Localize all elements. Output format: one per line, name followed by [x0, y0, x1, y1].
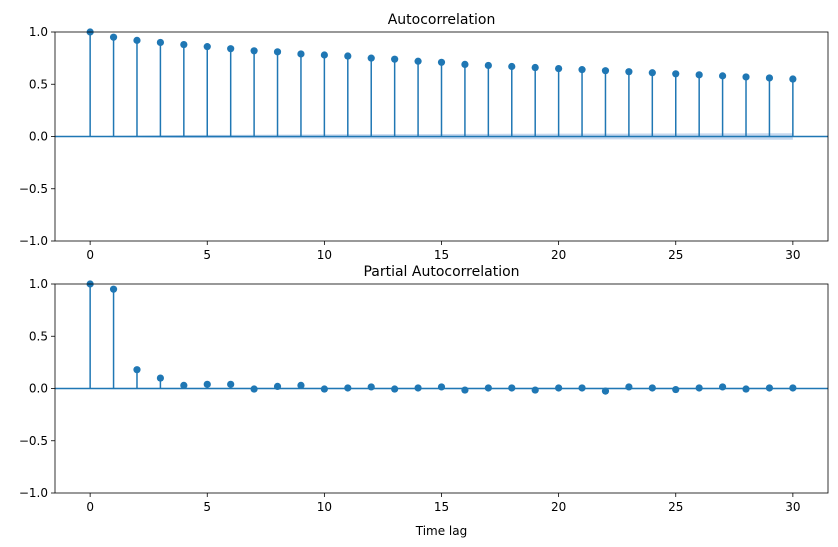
- pacf-point-7: [250, 385, 258, 393]
- pacf-point-1: [109, 285, 118, 293]
- pacf-xtick-label-15: 15: [434, 500, 449, 514]
- pacf-point-9: [297, 381, 305, 389]
- acf-point-4: [180, 40, 188, 49]
- pacf-xtick-label-10: 10: [317, 500, 332, 514]
- acf-ytick-label-0: −1.0: [19, 234, 48, 248]
- pacf-xtick-label-20: 20: [551, 500, 566, 514]
- pacf-point-24: [648, 384, 656, 392]
- pacf-ytick-label-0: −1.0: [19, 486, 48, 500]
- acf-point-16: [461, 60, 469, 68]
- pacf-ytick-label-3: 0.5: [29, 329, 48, 343]
- pacf-point-12: [367, 383, 375, 391]
- pacf-point-18: [508, 384, 516, 392]
- pacf-point-8: [273, 382, 282, 391]
- acf-point-13: [391, 55, 399, 63]
- acf-point-9: [297, 50, 305, 58]
- pacf-point-2: [133, 366, 141, 374]
- acf-point-22: [601, 67, 610, 75]
- pacf-point-13: [391, 385, 399, 393]
- acf-point-26: [695, 71, 703, 79]
- acf-point-19: [531, 63, 539, 72]
- acf-point-7: [250, 47, 258, 55]
- pacf-point-6: [227, 380, 235, 388]
- pacf-ytick-label-4: 1.0: [29, 277, 48, 291]
- pacf-point-19: [531, 386, 539, 394]
- pacf-point-11: [344, 384, 352, 392]
- acf-point-3: [156, 38, 165, 47]
- pacf-ytick-label-1: −0.5: [19, 434, 48, 448]
- acf-ytick-label-1: −0.5: [19, 182, 48, 196]
- acf-point-24: [648, 69, 656, 77]
- acf-point-1: [109, 33, 118, 41]
- pacf-point-4: [180, 381, 188, 389]
- pacf-point-27: [718, 383, 727, 391]
- acf-point-29: [765, 74, 774, 82]
- acf-point-30: [789, 75, 797, 83]
- acf-point-27: [718, 72, 727, 80]
- acf-xtick-label-10: 10: [317, 248, 332, 262]
- acf-point-5: [203, 43, 211, 51]
- acf-point-11: [344, 52, 352, 60]
- acf-point-20: [555, 64, 563, 73]
- pacf-point-23: [625, 383, 633, 391]
- pacf-point-26: [695, 384, 703, 392]
- acf-title: Autocorrelation: [388, 12, 496, 28]
- pacf-point-16: [461, 386, 469, 394]
- pacf-point-21: [578, 384, 586, 392]
- acf-ytick-label-2: 0.0: [29, 130, 48, 144]
- acf-point-18: [508, 62, 516, 71]
- pacf-point-14: [414, 384, 422, 392]
- acf-point-23: [625, 68, 633, 76]
- acf-ytick-label-3: 0.5: [29, 77, 48, 91]
- pacf-point-10: [320, 385, 328, 393]
- acf-point-8: [273, 48, 282, 56]
- pacf-point-5: [203, 380, 211, 388]
- pacf-title: Partial Autocorrelation: [363, 264, 519, 280]
- acf-point-2: [133, 36, 141, 44]
- acf-point-17: [484, 61, 492, 70]
- pacf-xlabel: Time lag: [415, 524, 468, 538]
- pacf-xtick-label-0: 0: [86, 500, 94, 514]
- acf-xtick-label-0: 0: [86, 248, 94, 262]
- acf-point-28: [742, 73, 750, 81]
- acf-point-15: [437, 58, 446, 66]
- pacf-point-30: [789, 384, 797, 392]
- acf-xtick-label-20: 20: [551, 248, 566, 262]
- acf-point-10: [320, 51, 328, 59]
- pacf-point-25: [672, 385, 680, 394]
- pacf-point-3: [156, 374, 165, 382]
- acf-xtick-label-30: 30: [785, 248, 800, 262]
- acf-xtick-label-25: 25: [668, 248, 683, 262]
- pacf-axes: 0 5 10 15 20 25 30 −1.0 −0.5 0.0 0.5 1.0 Partial Aut…: [19, 264, 829, 538]
- acf-point-6: [227, 45, 235, 53]
- acf-axes: 0 5 10 15 20 25 30 −1.0 −0.5 0.0 0.5 1.0 Autocorrela…: [19, 12, 829, 262]
- pacf-point-17: [484, 384, 492, 392]
- pacf-point-28: [742, 385, 750, 393]
- acf-xtick-label-15: 15: [434, 248, 449, 262]
- pacf-point-15: [437, 383, 446, 391]
- pacf-ytick-label-2: 0.0: [29, 382, 48, 396]
- pacf-xtick-label-25: 25: [668, 500, 683, 514]
- acf-point-14: [414, 57, 422, 65]
- acf-point-12: [367, 54, 375, 62]
- acf-point-21: [578, 66, 586, 74]
- acf-ytick-label-4: 1.0: [29, 25, 48, 39]
- acf-xtick-label-5: 5: [203, 248, 211, 262]
- pacf-point-29: [765, 384, 774, 392]
- acf-point-25: [672, 70, 680, 78]
- pacf-xtick-label-30: 30: [785, 500, 800, 514]
- pacf-point-22: [601, 387, 610, 395]
- pacf-xtick-label-5: 5: [203, 500, 211, 514]
- pacf-point-20: [555, 384, 563, 392]
